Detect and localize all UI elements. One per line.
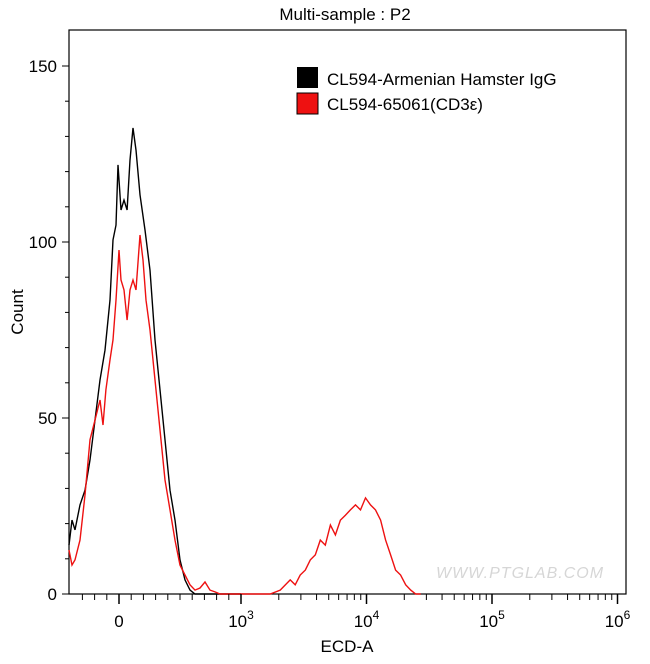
y-tick-label: 50 <box>38 409 57 428</box>
x-tick-label: 104 <box>354 608 380 631</box>
x-tick-label: 103 <box>228 608 254 631</box>
legend-swatch-igg <box>297 67 318 88</box>
series-line-1 <box>68 234 421 595</box>
x-axis-label: ECD-A <box>321 637 375 656</box>
x-tick-label: 105 <box>479 608 505 631</box>
y-tick-label: 0 <box>48 585 57 604</box>
y-axis-label: Count <box>8 289 27 335</box>
legend-label-igg: CL594-Armenian Hamster IgG <box>327 70 557 89</box>
y-tick-label: 150 <box>29 57 57 76</box>
chart-title: Multi-sample : P2 <box>279 5 410 24</box>
x-tick-label: 0 <box>114 612 123 631</box>
legend-swatch-cd3e <box>296 92 319 115</box>
legend-label-cd3e: CL594-65061(CD3ε) <box>327 95 483 114</box>
legend: CL594-Armenian Hamster IgG CL594-65061(C… <box>296 67 557 115</box>
watermark: WWW.PTGLAB.COM <box>436 565 604 582</box>
x-tick-label: 106 <box>605 608 631 631</box>
y-tick-label: 100 <box>29 233 57 252</box>
plot-area <box>68 29 627 595</box>
series-line-0 <box>68 127 241 595</box>
